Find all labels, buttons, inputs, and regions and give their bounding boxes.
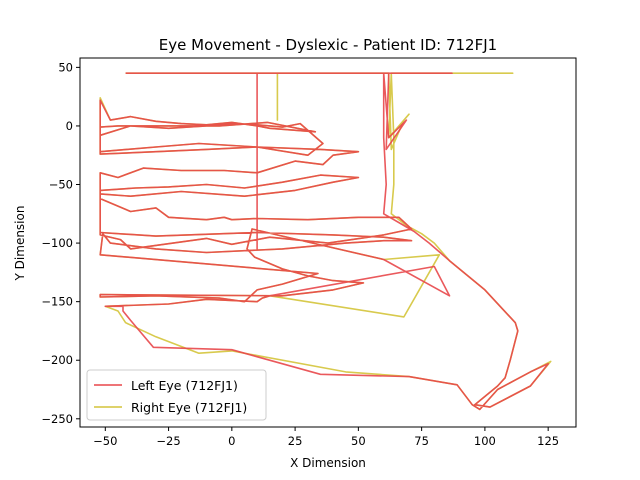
series-left-eye-line: [99, 72, 550, 411]
y-tick-label: 0: [66, 119, 73, 133]
x-tick-label: 75: [414, 434, 429, 448]
y-tick-label: −150: [41, 295, 73, 309]
plot-frame: [79, 57, 577, 428]
x-tick-label: 0: [228, 434, 235, 448]
legend-label-right-eye: Right Eye (712FJ1): [131, 400, 247, 415]
x-tick-label: 125: [537, 434, 559, 448]
y-tick-label: −50: [49, 178, 73, 192]
legend-box: [86, 369, 267, 421]
y-tick-label: −250: [41, 412, 73, 426]
x-tick-label: −25: [156, 434, 180, 448]
x-tick-label: −50: [93, 434, 117, 448]
y-tick-label: −200: [41, 353, 73, 367]
y-tick-label: 50: [58, 60, 73, 74]
y-tick-label: −100: [41, 236, 73, 250]
series-layer: [99, 72, 552, 411]
legend-label-left-eye: Left Eye (712FJ1): [131, 378, 238, 393]
x-axis-ticks: −50 −25 0 25 50 75 100 125: [93, 427, 559, 448]
legend: Left Eye (712FJ1) Right Eye (712FJ1): [86, 369, 267, 421]
y-axis-label: Y Dimension: [13, 206, 27, 282]
x-axis-label: X Dimension: [290, 456, 366, 470]
y-axis-ticks: 50 0 −50 −100 −150 −200 −250: [41, 60, 80, 426]
x-tick-label: 25: [288, 434, 303, 448]
x-tick-label: 50: [351, 434, 366, 448]
chart-title: Eye Movement - Dyslexic - Patient ID: 71…: [159, 36, 497, 54]
x-tick-label: 100: [474, 434, 496, 448]
